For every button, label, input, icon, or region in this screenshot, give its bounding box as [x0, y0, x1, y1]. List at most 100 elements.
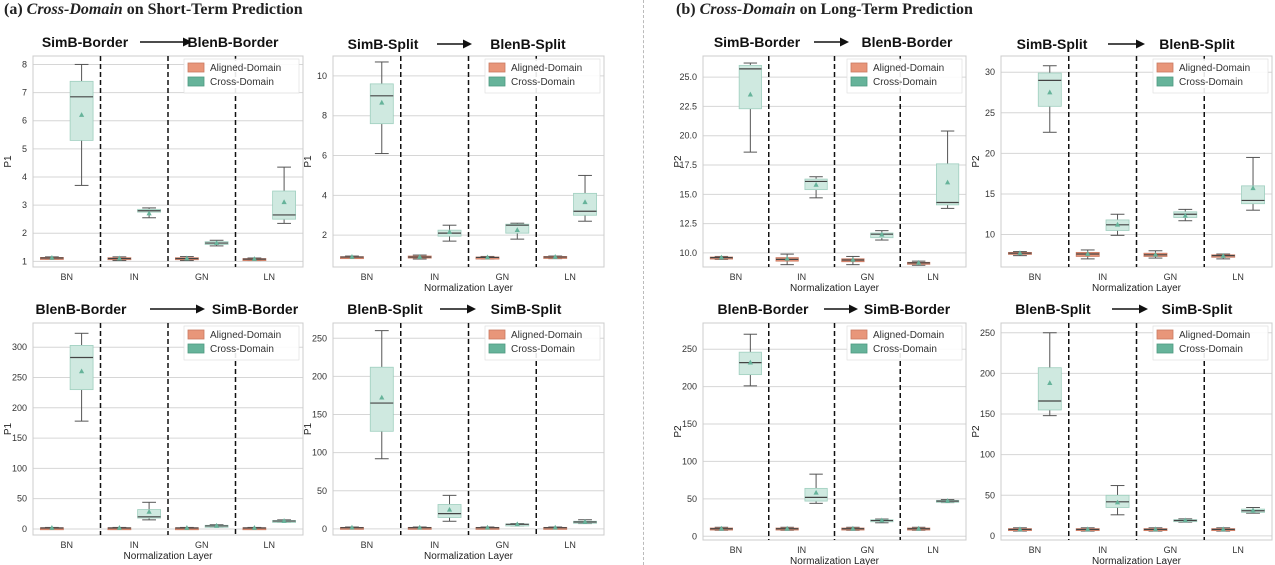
legend-swatch	[850, 76, 868, 87]
legend-label: Aligned-Domain	[873, 330, 944, 341]
y-tick-label: 8	[322, 111, 327, 121]
cross-domain-box	[437, 494, 462, 522]
x-tick-label: LN	[1232, 272, 1244, 282]
cross-domain-box	[69, 63, 94, 186]
y-tick-label: 300	[12, 342, 27, 352]
cross-domain-box	[936, 130, 960, 209]
cross-domain-box	[369, 330, 394, 460]
legend-swatch	[488, 329, 506, 340]
cross-domain-box	[505, 521, 530, 527]
cross-domain-box	[870, 230, 894, 241]
mean-marker	[1047, 89, 1053, 95]
x-tick-label: LN	[564, 540, 576, 550]
cross-domain-box	[1241, 156, 1265, 211]
x-axis-label: Normalization Layer	[790, 556, 880, 565]
aligned-domain-box	[1211, 253, 1236, 260]
chart-source-title: BlenB-Split	[347, 301, 423, 317]
aligned-domain-box	[175, 255, 199, 262]
mean-marker	[1182, 212, 1188, 218]
mean-marker	[1017, 526, 1023, 532]
aligned-domain-box	[40, 254, 64, 260]
cross-domain-box	[738, 62, 762, 153]
mean-marker	[379, 99, 385, 105]
x-tick-label: LN	[927, 545, 939, 555]
y-tick-label: 5	[22, 144, 27, 154]
aligned-domain-box	[340, 524, 364, 530]
mean-marker	[552, 524, 558, 530]
arrow-head-icon	[1139, 304, 1148, 314]
legend-swatch	[488, 343, 506, 354]
x-tick-label: BN	[730, 545, 743, 555]
chart-target-title: SimB-Split	[491, 301, 562, 317]
y-tick-label: 250	[312, 333, 327, 343]
mean-marker	[79, 368, 85, 374]
y-tick-label: 100	[682, 456, 697, 466]
y-tick-label: 50	[317, 486, 327, 496]
aligned-domain-box	[1008, 526, 1032, 532]
chart-b4: BlenB-Split SimB-Split 0 50 100 150 200 250 P2 No…	[971, 301, 1273, 565]
y-tick-label: 22.5	[679, 101, 697, 111]
cross-domain-box	[137, 207, 161, 219]
x-tick-label: IN	[797, 545, 806, 555]
y-tick-label: 15	[985, 189, 995, 199]
x-tick-label: IN	[130, 272, 139, 282]
x-tick-label: GN	[195, 272, 209, 282]
mean-marker	[1085, 526, 1091, 532]
aligned-domain-box	[475, 254, 500, 260]
cross-domain-box	[204, 522, 229, 528]
cross-domain-box	[573, 174, 597, 222]
mean-marker	[417, 524, 423, 530]
cross-domain-box	[1241, 506, 1265, 514]
chart-a2: SimB-Split BlenB-Split 2 4 6 8 10 P1 Normalizati…	[303, 36, 605, 294]
cross-domain-box	[1173, 517, 1198, 523]
y-tick-label: 150	[12, 433, 27, 443]
x-tick-label: BN	[361, 272, 374, 282]
chart-a3: BlenB-Border SimB-Border 0 50 100 150 200 250 30…	[3, 301, 304, 562]
cross-domain-box	[1037, 65, 1062, 133]
chart-target-title: SimB-Border	[212, 301, 299, 317]
mean-marker	[116, 255, 122, 261]
box-iqr	[1037, 367, 1062, 411]
cross-domain-box	[738, 333, 762, 387]
x-tick-label: GN	[195, 540, 209, 550]
mean-marker	[879, 517, 885, 523]
box-iqr	[573, 192, 597, 216]
y-tick-label: 200	[980, 368, 995, 378]
chart-target-title: SimB-Border	[864, 301, 951, 317]
aligned-domain-box	[841, 525, 865, 531]
y-axis-label: P1	[303, 422, 314, 435]
y-tick-label: 3	[22, 200, 27, 210]
y-tick-label: 20.0	[679, 131, 697, 141]
x-tick-label: GN	[496, 272, 510, 282]
mean-marker	[552, 254, 558, 259]
y-tick-label: 2	[22, 228, 27, 238]
mean-marker	[214, 240, 220, 245]
legend-swatch	[850, 62, 868, 73]
chart-target-title: BlenB-Split	[490, 36, 566, 52]
legend: Aligned-Domain Cross-Domain	[484, 58, 601, 94]
aligned-domain-box	[1211, 526, 1236, 532]
y-tick-label: 200	[312, 371, 327, 381]
aligned-domain-box	[907, 525, 931, 531]
chart-b1: SimB-Border BlenB-Border 10.0 12.5 15.0 17.5 2…	[673, 34, 967, 294]
box-iqr	[272, 190, 296, 220]
mean-marker	[349, 254, 355, 259]
legend: Aligned-Domain Cross-Domain	[1152, 325, 1269, 361]
x-tick-label: BN	[60, 272, 73, 282]
cross-domain-box	[870, 517, 894, 524]
panel-b-prefix: (b)	[676, 1, 700, 18]
chart-target-title: SimB-Split	[1162, 301, 1233, 317]
y-tick-label: 100	[12, 463, 27, 473]
legend-label: Aligned-Domain	[210, 330, 281, 341]
legend: Aligned-Domain Cross-Domain	[484, 325, 601, 361]
cross-domain-box	[1105, 213, 1130, 236]
y-tick-label: 8	[22, 59, 27, 69]
x-tick-label: LN	[564, 272, 576, 282]
cross-domain-box	[1105, 485, 1130, 516]
aligned-domain-box	[709, 525, 733, 531]
y-tick-label: 25	[985, 108, 995, 118]
legend: Aligned-Domain Cross-Domain	[846, 58, 963, 94]
mean-marker	[281, 199, 287, 205]
chart-target-title: BlenB-Border	[861, 34, 953, 50]
